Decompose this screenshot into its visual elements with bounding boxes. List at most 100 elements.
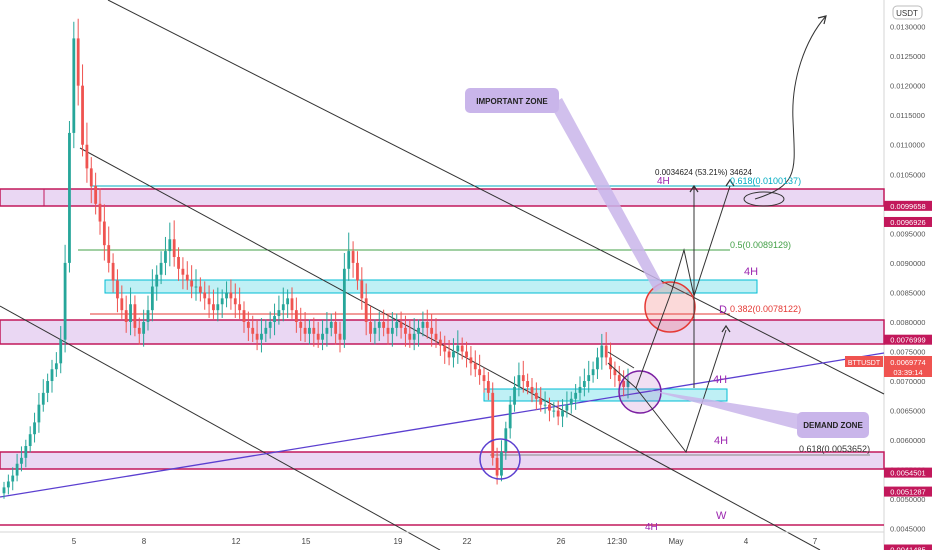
fib-0382-label: 0.382(0.0078122) xyxy=(730,304,801,314)
candle-body xyxy=(168,239,172,252)
candle-body xyxy=(107,245,111,263)
candle-body xyxy=(63,262,67,340)
candle-body xyxy=(447,351,451,358)
current-price-tag[interactable] xyxy=(884,356,932,367)
y-tick-label: 0.0045000 xyxy=(890,525,925,534)
candle-body xyxy=(76,38,80,86)
currency-button-label: USDT xyxy=(896,9,918,18)
candle-body xyxy=(290,298,294,311)
candle-body xyxy=(500,451,503,476)
channel-line-top[interactable] xyxy=(107,0,885,395)
candle-body xyxy=(473,363,477,370)
candle-body xyxy=(238,304,242,311)
candle-body xyxy=(37,404,41,423)
candle-body xyxy=(587,375,591,382)
projection-path-alt[interactable] xyxy=(635,329,727,454)
important-zone-label: IMPORTANT ZONE xyxy=(476,97,548,106)
important-zone-circle[interactable] xyxy=(644,281,696,333)
y-tick-label: 0.0105000 xyxy=(890,170,925,179)
candle-body xyxy=(478,369,482,376)
candle-body xyxy=(251,327,255,334)
candle-body xyxy=(225,292,228,299)
resistance-zone-upper[interactable] xyxy=(0,188,885,207)
candle-body xyxy=(294,310,298,322)
tf-label-4h-demand: 4H xyxy=(713,374,727,386)
candle-body xyxy=(89,168,93,187)
candle-body xyxy=(185,274,189,281)
candle-body xyxy=(382,321,386,328)
bottom-wick-circle[interactable] xyxy=(479,438,521,480)
candle-body xyxy=(508,404,512,429)
price-tag[interactable] xyxy=(884,216,932,227)
candle-body xyxy=(569,398,573,405)
candle-body xyxy=(421,321,425,328)
candle-body xyxy=(526,381,530,387)
important-zone-callout[interactable] xyxy=(465,88,559,113)
moon-curve[interactable] xyxy=(754,15,827,200)
y-tick-label: 0.0115000 xyxy=(890,111,925,120)
candle-body xyxy=(133,304,137,328)
candle-body xyxy=(129,304,132,322)
current-symbol-label: BTTUSDT xyxy=(848,360,881,367)
candle-body xyxy=(386,327,390,334)
price-tag[interactable] xyxy=(884,544,932,555)
y-tick-label: 0.0060000 xyxy=(890,436,925,445)
candle-body xyxy=(54,363,58,370)
candle-body xyxy=(521,375,525,382)
candle-body xyxy=(491,392,495,458)
candle-body xyxy=(155,274,159,287)
channel-line-bottom[interactable] xyxy=(0,305,441,551)
candle-body xyxy=(596,357,599,370)
candles xyxy=(2,18,630,499)
candle-body xyxy=(486,381,490,393)
fib-0618-top-label: 0.618(0.0100137) xyxy=(730,176,801,186)
candle-body xyxy=(609,357,612,370)
price-tag-label: 0.0051287 xyxy=(890,488,925,497)
candle-body xyxy=(24,446,28,458)
candle-body xyxy=(329,321,333,328)
y-tick-label: 0.0065000 xyxy=(890,407,925,416)
y-tick-label: 0.0070000 xyxy=(890,377,925,386)
candle-body xyxy=(59,339,63,364)
price-axis-panel[interactable] xyxy=(884,0,932,550)
channel-line-mid[interactable] xyxy=(79,147,821,551)
tf-label-4h-top: 4H xyxy=(657,176,670,187)
x-tick-label: 7 xyxy=(813,537,818,546)
ascending-trendline[interactable] xyxy=(0,352,885,498)
moon-arrow-head xyxy=(817,15,827,25)
important-zone-pointer xyxy=(550,98,664,292)
candle-body xyxy=(198,286,202,293)
price-tag-label: 0.0041485 xyxy=(890,545,925,550)
target-ellipse[interactable] xyxy=(743,191,785,207)
price-tag[interactable] xyxy=(884,486,932,497)
candle-body xyxy=(255,333,259,340)
price-tag[interactable] xyxy=(884,334,932,345)
candle-body xyxy=(41,392,45,405)
candle-body xyxy=(548,404,551,411)
x-tick-label: 5 xyxy=(72,537,77,546)
candle-body xyxy=(622,381,626,387)
y-tick-label: 0.0085000 xyxy=(890,288,925,297)
candle-body xyxy=(268,321,272,328)
current-symbol-tag[interactable] xyxy=(845,356,883,367)
candle-body xyxy=(150,286,154,311)
resistance-zone-middle[interactable] xyxy=(0,319,885,345)
demand-zone-circle[interactable] xyxy=(618,370,662,414)
candle-body xyxy=(68,132,71,263)
candle-body xyxy=(613,369,617,376)
demand-zone-callout[interactable] xyxy=(797,412,869,438)
currency-button[interactable] xyxy=(892,5,923,20)
price-tag[interactable] xyxy=(884,467,932,478)
tf-label-4h-mid: 4H xyxy=(744,266,758,278)
candle-body xyxy=(281,304,285,311)
blue-zone-mid[interactable] xyxy=(104,279,758,294)
x-tick-label: 26 xyxy=(557,537,566,546)
projection-path-main[interactable] xyxy=(607,185,731,389)
small-drawn-line xyxy=(607,351,635,369)
candle-body xyxy=(561,410,564,417)
price-tag[interactable] xyxy=(884,200,932,211)
candle-body xyxy=(517,375,521,387)
candle-body xyxy=(539,398,543,405)
